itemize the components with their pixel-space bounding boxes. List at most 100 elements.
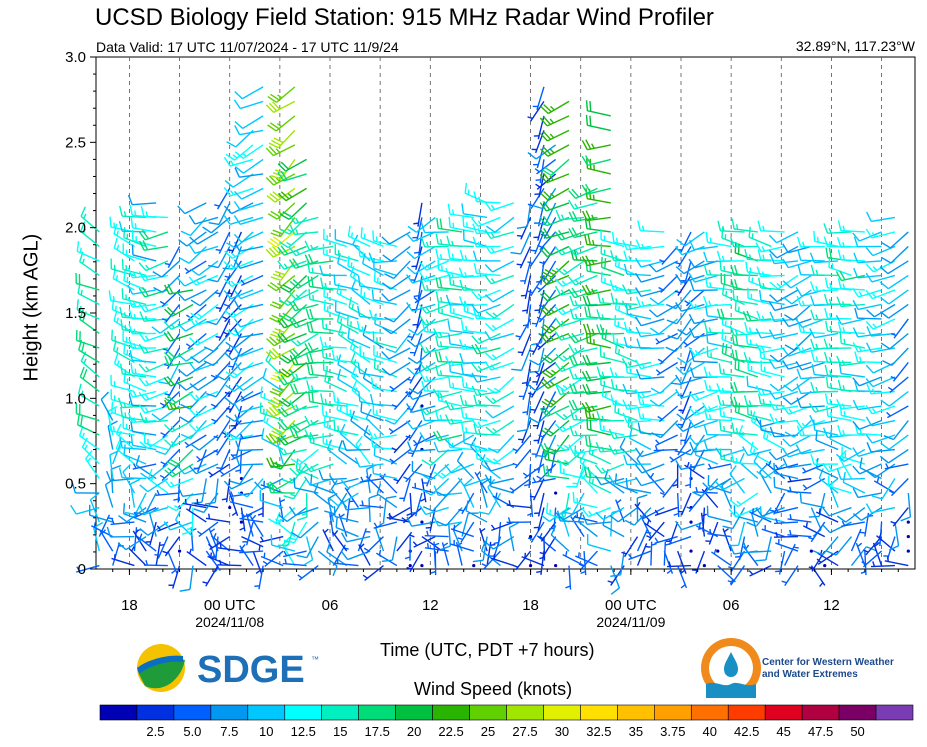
- barb-shaft: [78, 349, 100, 364]
- barb-shaft: [355, 444, 371, 465]
- barb-full: [555, 267, 565, 276]
- wind-barb: [809, 281, 839, 292]
- wind-barb: [585, 332, 611, 349]
- barb-full: [289, 467, 298, 476]
- barb-full: [407, 225, 417, 233]
- wind-barb: [322, 433, 347, 451]
- barb-full: [546, 447, 557, 453]
- wind-barb: [520, 260, 532, 285]
- wind-barb: [795, 419, 825, 430]
- barb-full: [139, 484, 149, 493]
- barb-shaft: [761, 528, 785, 538]
- barb-full: [704, 276, 709, 288]
- barb-half: [694, 394, 700, 400]
- barb-shaft: [601, 266, 625, 277]
- wind-barb: [113, 237, 135, 262]
- barb-shaft: [144, 245, 168, 252]
- wind-barb: [181, 507, 194, 535]
- barb-half: [464, 284, 468, 291]
- barb-shaft: [239, 517, 264, 523]
- wind-barb: [782, 447, 812, 458]
- wind-barb: [225, 361, 254, 379]
- barb-shaft: [239, 449, 243, 474]
- barb-full: [471, 385, 478, 396]
- barb-half: [770, 509, 776, 512]
- barb-shaft: [640, 332, 665, 338]
- barb-shaft: [413, 535, 436, 548]
- barb-half: [173, 505, 180, 509]
- barb-shaft: [263, 420, 284, 436]
- barb-shaft: [411, 448, 436, 452]
- barb-shaft: [587, 187, 611, 195]
- wind-barb: [419, 303, 449, 314]
- barb-full: [386, 495, 397, 499]
- wind-barb: [673, 493, 680, 518]
- wind-barb: [782, 317, 812, 328]
- barb-shaft: [249, 515, 264, 537]
- barb-half: [654, 537, 659, 543]
- barb-full: [123, 227, 126, 238]
- wind-barb: [815, 429, 839, 451]
- barb-shaft: [497, 522, 502, 547]
- barb-half: [551, 369, 557, 374]
- barb-full: [748, 226, 751, 238]
- wind-barb: [375, 549, 398, 567]
- barb-shaft: [242, 144, 264, 159]
- barb-shaft: [534, 231, 545, 255]
- barb-shaft: [359, 285, 384, 291]
- barb-shaft: [490, 361, 515, 371]
- wind-barb: [337, 368, 359, 393]
- barb-half: [708, 300, 712, 306]
- barb-shaft: [547, 144, 570, 157]
- wind-barb: [122, 243, 147, 262]
- barb-half: [530, 249, 537, 252]
- barb-half: [492, 312, 498, 317]
- barb-half: [227, 292, 233, 295]
- barb-half: [601, 415, 605, 422]
- barb-shaft: [701, 478, 719, 497]
- barb-shaft: [586, 303, 611, 307]
- barb-shaft: [322, 346, 347, 349]
- barb-shaft: [538, 405, 557, 424]
- wind-barb: [347, 327, 371, 349]
- wind-barb: [227, 231, 243, 255]
- barb-full: [822, 507, 830, 517]
- barb-full: [623, 263, 628, 275]
- barb-full: [119, 205, 123, 217]
- barb-shaft: [390, 245, 411, 262]
- barb-half: [507, 517, 511, 523]
- barb-full: [703, 366, 708, 377]
- barb-full: [127, 267, 133, 278]
- barb-full: [151, 326, 161, 334]
- wind-barb: [730, 452, 758, 465]
- barb-shaft: [430, 478, 450, 496]
- wind-barb: [138, 361, 169, 373]
- barb-shaft: [214, 478, 219, 503]
- barb-shaft: [490, 231, 515, 240]
- barb-half: [289, 477, 295, 482]
- barb-full: [308, 288, 311, 300]
- barb-shaft: [241, 274, 264, 287]
- barb-full: [459, 249, 464, 261]
- barb-half: [829, 382, 832, 389]
- barb-shaft: [490, 477, 515, 485]
- barb-full: [471, 344, 478, 355]
- barb-half: [112, 296, 115, 302]
- barb-shaft: [495, 376, 515, 394]
- barb-half: [727, 580, 733, 584]
- barb-full: [268, 349, 278, 358]
- barb-half: [240, 395, 245, 401]
- wind-barb: [715, 447, 745, 458]
- barb-shaft: [702, 507, 706, 532]
- barb-full: [190, 356, 200, 364]
- wind-barb: [222, 318, 242, 338]
- barb-full: [757, 249, 762, 260]
- barb-full: [585, 284, 592, 295]
- barb-shaft: [310, 483, 334, 494]
- barb-full: [625, 478, 629, 489]
- barb-half: [231, 252, 236, 258]
- barb-shaft: [170, 318, 194, 330]
- barb-shaft: [587, 167, 611, 175]
- barb-shaft: [563, 506, 585, 521]
- barb-half: [195, 339, 201, 344]
